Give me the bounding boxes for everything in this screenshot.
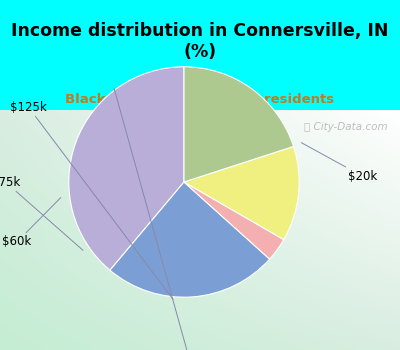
- Wedge shape: [184, 182, 284, 259]
- Text: $75k: $75k: [0, 175, 83, 250]
- Text: $20k: $20k: [301, 143, 377, 183]
- Text: ⓘ City-Data.com: ⓘ City-Data.com: [304, 122, 388, 132]
- Wedge shape: [184, 146, 299, 240]
- Text: $60k: $60k: [2, 198, 61, 248]
- Wedge shape: [110, 182, 270, 297]
- Text: $30k: $30k: [114, 88, 204, 350]
- Text: Black or African American residents: Black or African American residents: [66, 93, 334, 106]
- Text: $125k: $125k: [10, 100, 173, 299]
- Wedge shape: [184, 67, 294, 182]
- Text: Income distribution in Connersville, IN
(%): Income distribution in Connersville, IN …: [11, 22, 389, 61]
- Wedge shape: [69, 67, 184, 270]
